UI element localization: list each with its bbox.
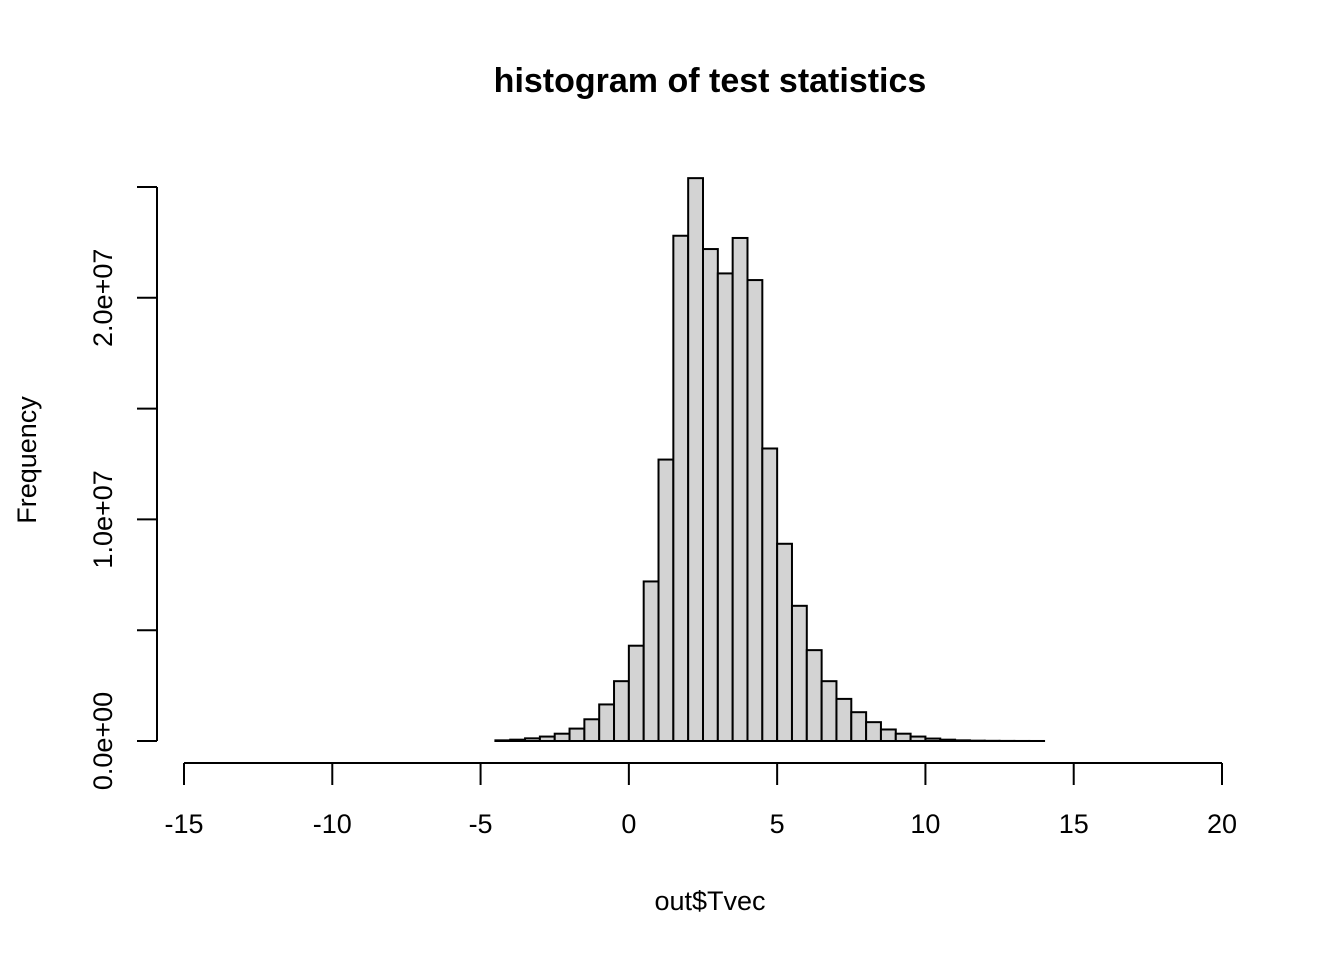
histogram-bar	[894, 732, 912, 743]
histogram-bar	[746, 279, 764, 742]
histogram-bar	[509, 738, 527, 742]
x-tick-label: 0	[621, 809, 636, 839]
x-axis-label: out$Tvec	[654, 886, 765, 916]
x-tick-label: -5	[469, 809, 493, 839]
histogram-bar	[835, 697, 853, 743]
histogram-bar	[702, 248, 719, 743]
x-tick-label: 20	[1207, 809, 1237, 839]
histogram-bar	[494, 739, 512, 743]
x-tick-label: -10	[313, 809, 352, 839]
y-tick-label: 2.0e+07	[88, 249, 118, 347]
histogram-bar	[850, 711, 868, 743]
histogram-bar	[568, 727, 586, 743]
y-axis-label: Frequency	[12, 396, 42, 524]
histogram-bar	[716, 272, 734, 742]
histogram-bar	[672, 234, 690, 742]
histogram-bar	[761, 447, 779, 742]
histogram-bar	[805, 649, 823, 743]
histogram-bar	[865, 721, 882, 742]
x-tick-label: 5	[770, 809, 785, 839]
histogram-bar	[657, 458, 675, 742]
histogram-bar	[909, 735, 927, 743]
histogram-bar	[879, 728, 897, 742]
histogram-bar	[731, 236, 749, 742]
histogram-bar	[820, 680, 838, 742]
histogram-bar	[924, 737, 942, 742]
histogram-bar	[583, 718, 601, 743]
x-tick-label: 15	[1059, 809, 1089, 839]
y-tick-label: 1.0e+07	[88, 470, 118, 568]
histogram-bar	[524, 737, 541, 743]
histogram-bar	[627, 644, 645, 743]
x-tick-label: 10	[910, 809, 940, 839]
histogram-bar	[954, 739, 971, 743]
histogram-bars	[494, 177, 1046, 743]
histogram-bar	[613, 680, 630, 742]
histogram-bar	[598, 703, 616, 743]
y-axis: 0.0e+00 1.0e+07 2.0e+07	[88, 186, 158, 790]
chart-title: histogram of test statistics	[494, 62, 927, 100]
x-axis: -15 -10 -5 0 5 10 15 20	[164, 762, 1237, 839]
histogram-bar	[939, 738, 957, 742]
histogram-bar	[790, 604, 808, 742]
x-tick-label: -15	[164, 809, 203, 839]
histogram-bar	[776, 542, 793, 743]
histogram-bar	[538, 735, 556, 743]
histogram-bar	[687, 177, 704, 742]
histogram-bar	[553, 732, 571, 743]
histogram-bar	[642, 580, 660, 743]
y-tick-label: 0.0e+00	[88, 692, 118, 790]
